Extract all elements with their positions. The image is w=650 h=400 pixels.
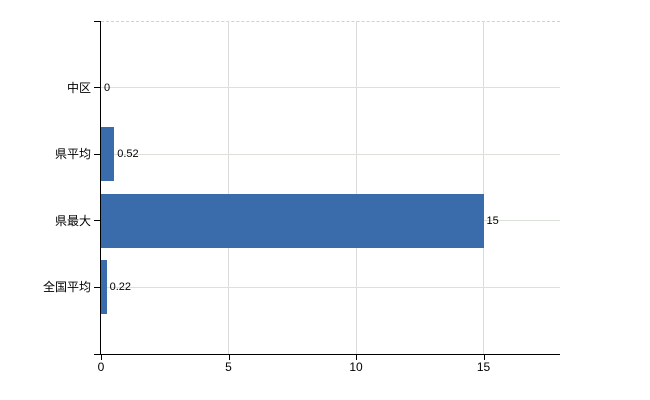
value-label: 0.22 bbox=[109, 281, 132, 294]
horizontal-gridline bbox=[101, 153, 560, 155]
vertical-gridline bbox=[483, 21, 484, 354]
value-label: 0 bbox=[104, 81, 111, 94]
y-axis-tick bbox=[94, 353, 100, 355]
y-axis-tick bbox=[94, 87, 100, 89]
x-tick-label: 10 bbox=[349, 360, 363, 374]
vertical-gridline bbox=[228, 21, 229, 354]
category-label: 県平均 bbox=[54, 147, 91, 162]
horizontal-gridline bbox=[101, 87, 560, 89]
category-label: 県最大 bbox=[54, 213, 91, 228]
horizontal-gridline bbox=[101, 286, 560, 288]
category-label: 中区 bbox=[66, 80, 91, 95]
value-label: 0.52 bbox=[117, 148, 139, 161]
x-tick-label: 5 bbox=[225, 360, 232, 374]
bar-2 bbox=[101, 193, 484, 248]
x-axis-tick bbox=[228, 355, 230, 360]
category-label: 全国平均 bbox=[42, 280, 91, 295]
bar-1 bbox=[101, 127, 115, 182]
x-axis-tick bbox=[356, 355, 357, 360]
y-axis-tick bbox=[94, 153, 100, 155]
x-axis-tick bbox=[101, 355, 102, 360]
bar-3 bbox=[101, 260, 107, 315]
x-axis-line bbox=[100, 354, 560, 355]
vertical-gridline bbox=[355, 21, 357, 354]
plot-top-border bbox=[101, 21, 560, 22]
plot-area: 0 0.52 15 0.22 bbox=[101, 21, 560, 354]
y-axis-line bbox=[100, 21, 101, 355]
value-label: 15 bbox=[486, 214, 499, 227]
y-axis-tick bbox=[94, 220, 100, 222]
x-tick-label: 15 bbox=[476, 360, 491, 374]
x-tick-label: 0 bbox=[97, 360, 105, 374]
y-axis-tick bbox=[94, 20, 100, 22]
y-axis-tick bbox=[94, 286, 100, 288]
x-axis-tick bbox=[483, 355, 485, 360]
